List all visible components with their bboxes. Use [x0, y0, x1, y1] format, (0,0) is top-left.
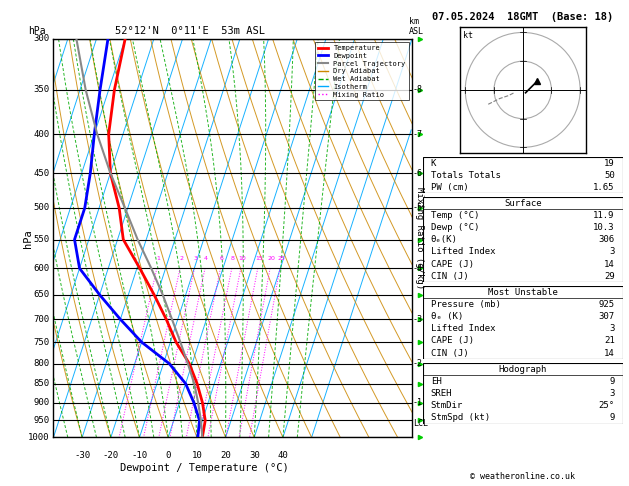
Text: Dewp (°C): Dewp (°C)	[431, 223, 479, 232]
Text: Pressure (mb): Pressure (mb)	[431, 300, 501, 309]
Text: 9: 9	[610, 377, 615, 386]
Text: θₑ(K): θₑ(K)	[431, 235, 457, 244]
Text: 3: 3	[194, 256, 198, 261]
Text: -1: -1	[413, 398, 423, 407]
Text: 650: 650	[33, 290, 49, 299]
Text: -6: -6	[413, 169, 423, 177]
Text: Lifted Index: Lifted Index	[431, 247, 495, 257]
Text: 15: 15	[255, 256, 263, 261]
Text: 29: 29	[604, 272, 615, 281]
Text: Totals Totals: Totals Totals	[431, 171, 501, 180]
Text: 307: 307	[599, 312, 615, 321]
Text: 306: 306	[599, 235, 615, 244]
Text: Lifted Index: Lifted Index	[431, 324, 495, 333]
Text: EH: EH	[431, 377, 442, 386]
Text: 30: 30	[249, 451, 260, 460]
Text: 20: 20	[267, 256, 275, 261]
Text: 3: 3	[610, 389, 615, 398]
Text: -30: -30	[74, 451, 90, 460]
Text: © weatheronline.co.uk: © weatheronline.co.uk	[470, 472, 575, 481]
Text: 2: 2	[179, 256, 183, 261]
Text: 900: 900	[33, 398, 49, 407]
Text: LCL: LCL	[413, 419, 428, 428]
Text: 500: 500	[33, 204, 49, 212]
Text: 10: 10	[191, 451, 203, 460]
Text: 1.65: 1.65	[593, 183, 615, 192]
Text: SREH: SREH	[431, 389, 452, 398]
Text: km
ASL: km ASL	[409, 17, 424, 36]
Text: 52°12'N  0°11'E  53m ASL: 52°12'N 0°11'E 53m ASL	[114, 26, 265, 36]
Text: Most Unstable: Most Unstable	[487, 288, 558, 297]
Legend: Temperature, Dewpoint, Parcel Trajectory, Dry Adiabat, Wet Adiabat, Isotherm, Mi: Temperature, Dewpoint, Parcel Trajectory…	[314, 42, 408, 100]
Text: 50: 50	[604, 171, 615, 180]
Text: Dewpoint / Temperature (°C): Dewpoint / Temperature (°C)	[120, 463, 289, 473]
Text: 25°: 25°	[599, 401, 615, 410]
Text: Hodograph: Hodograph	[499, 364, 547, 374]
Text: 950: 950	[33, 416, 49, 425]
Text: 6: 6	[220, 256, 223, 261]
Text: 600: 600	[33, 264, 49, 273]
Text: CAPE (J): CAPE (J)	[431, 336, 474, 346]
Text: PW (cm): PW (cm)	[431, 183, 469, 192]
Text: -8: -8	[413, 86, 423, 94]
Text: K: K	[431, 158, 436, 168]
Text: 25: 25	[277, 256, 285, 261]
Text: 14: 14	[604, 260, 615, 269]
Text: 700: 700	[33, 315, 49, 324]
Text: 925: 925	[599, 300, 615, 309]
Text: 0: 0	[165, 451, 171, 460]
Text: 800: 800	[33, 359, 49, 368]
Text: 20: 20	[220, 451, 231, 460]
Text: StmSpd (kt): StmSpd (kt)	[431, 413, 490, 422]
Text: -20: -20	[103, 451, 119, 460]
Text: Mixing Ratio (g/kg): Mixing Ratio (g/kg)	[415, 187, 424, 289]
Text: 19: 19	[604, 158, 615, 168]
Text: 550: 550	[33, 235, 49, 244]
Text: 10.3: 10.3	[593, 223, 615, 232]
Text: CAPE (J): CAPE (J)	[431, 260, 474, 269]
Text: StmDir: StmDir	[431, 401, 463, 410]
Text: θₑ (K): θₑ (K)	[431, 312, 463, 321]
Text: 9: 9	[610, 413, 615, 422]
Text: -4: -4	[413, 264, 423, 273]
Text: 300: 300	[33, 35, 49, 43]
Text: hPa: hPa	[28, 26, 46, 36]
Text: 14: 14	[604, 348, 615, 358]
Text: -10: -10	[131, 451, 148, 460]
Text: 10: 10	[238, 256, 246, 261]
Text: 350: 350	[33, 86, 49, 94]
Text: Surface: Surface	[504, 199, 542, 208]
Text: -3: -3	[413, 315, 423, 324]
Text: 400: 400	[33, 130, 49, 139]
Text: 3: 3	[610, 247, 615, 257]
Text: CIN (J): CIN (J)	[431, 272, 469, 281]
Text: -5: -5	[413, 204, 423, 212]
Text: 4: 4	[204, 256, 208, 261]
Text: 750: 750	[33, 338, 49, 347]
Text: 1: 1	[156, 256, 160, 261]
Text: 8: 8	[231, 256, 235, 261]
Text: -2: -2	[413, 359, 423, 368]
Text: -7: -7	[413, 130, 423, 139]
Text: 11.9: 11.9	[593, 211, 615, 220]
Text: hPa: hPa	[23, 229, 33, 247]
Text: 1000: 1000	[28, 433, 49, 442]
Text: 21: 21	[604, 336, 615, 346]
Text: 850: 850	[33, 379, 49, 388]
Text: CIN (J): CIN (J)	[431, 348, 469, 358]
Text: 40: 40	[277, 451, 288, 460]
Text: 07.05.2024  18GMT  (Base: 18): 07.05.2024 18GMT (Base: 18)	[432, 12, 613, 22]
Text: 3: 3	[610, 324, 615, 333]
Text: kt: kt	[464, 31, 473, 39]
Text: Temp (°C): Temp (°C)	[431, 211, 479, 220]
Text: 450: 450	[33, 169, 49, 177]
